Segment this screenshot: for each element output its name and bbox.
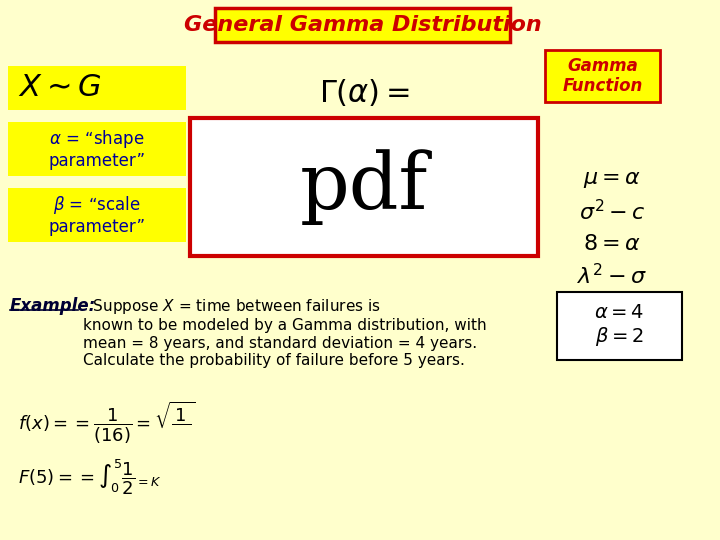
Text: $F(5) = = \int_0^5 \dfrac{1}{2}{}_{=K}$: $F(5) = = \int_0^5 \dfrac{1}{2}{}_{=K}$	[18, 458, 162, 497]
Text: $X \sim G$: $X \sim G$	[18, 73, 102, 103]
FancyBboxPatch shape	[8, 122, 186, 176]
Text: Suppose $X$ = time between failures is
known to be modeled by a Gamma distributi: Suppose $X$ = time between failures is k…	[83, 297, 487, 368]
Text: $\sigma^2 - c$: $\sigma^2 - c$	[579, 199, 645, 225]
Text: General Gamma Distribution: General Gamma Distribution	[184, 15, 541, 35]
Text: $\alpha = 4$
$\beta = 2$: $\alpha = 4$ $\beta = 2$	[595, 304, 644, 348]
FancyBboxPatch shape	[557, 292, 682, 360]
FancyBboxPatch shape	[545, 50, 660, 102]
FancyBboxPatch shape	[215, 8, 510, 42]
FancyBboxPatch shape	[8, 66, 186, 110]
Text: Example:: Example:	[10, 297, 96, 315]
Text: $\mu = \alpha$: $\mu = \alpha$	[583, 170, 641, 190]
Text: $\Gamma(\alpha) = $: $\Gamma(\alpha) = $	[320, 78, 410, 109]
Text: $\lambda^2 - \sigma$: $\lambda^2 - \sigma$	[577, 264, 647, 288]
Text: Gamma
Function: Gamma Function	[562, 57, 643, 96]
Text: $\alpha$ = “shape
parameter”: $\alpha$ = “shape parameter”	[48, 127, 145, 171]
Text: $\beta$ = “scale
parameter”: $\beta$ = “scale parameter”	[48, 194, 145, 237]
FancyBboxPatch shape	[8, 188, 186, 242]
Text: pdf: pdf	[300, 149, 428, 225]
FancyBboxPatch shape	[190, 118, 538, 256]
Text: $f(x) == \dfrac{1}{(16)} = \sqrt{\dfrac{1}{\quad}}$: $f(x) == \dfrac{1}{(16)} = \sqrt{\dfrac{…	[18, 400, 196, 446]
Text: $8 = \alpha$: $8 = \alpha$	[583, 234, 641, 254]
